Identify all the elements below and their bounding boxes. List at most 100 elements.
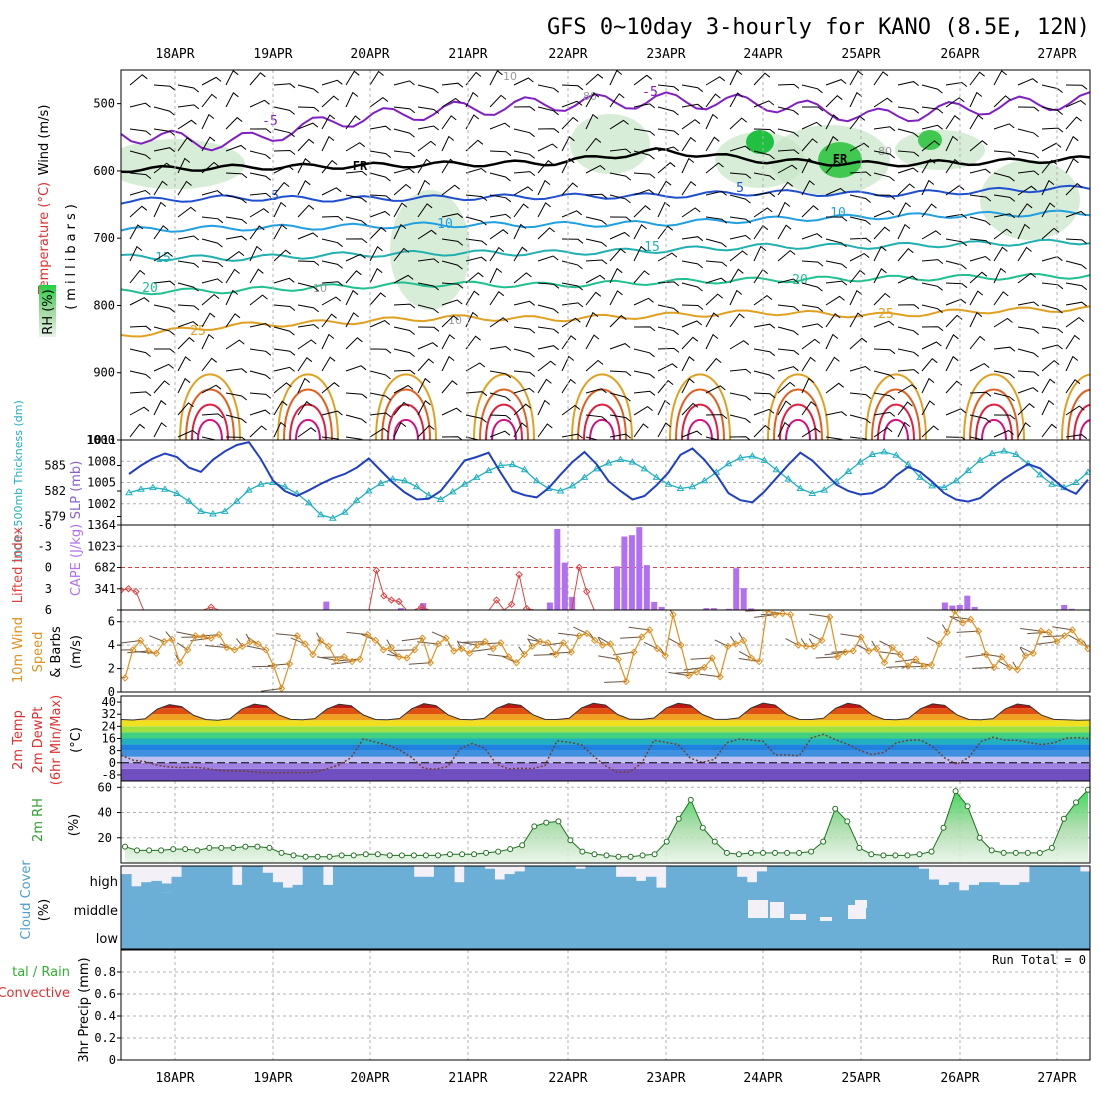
wind-barb: [609, 290, 623, 306]
wind-barb: [417, 125, 440, 131]
rh-shade-high: [746, 130, 774, 154]
lifted-point: [387, 596, 396, 604]
wind-barb: [633, 74, 653, 86]
wind-barb: [729, 194, 751, 204]
cloud-high-bar: [383, 866, 394, 893]
wind-barb: [249, 322, 271, 328]
wind10-point: [1060, 632, 1069, 640]
wind-barb: [681, 207, 701, 218]
wind-barb: [417, 140, 437, 152]
temp-band: [121, 750, 1090, 757]
wind-barb: [297, 427, 317, 438]
wind10-point: [1084, 644, 1090, 653]
wind-barb: [345, 365, 367, 372]
thickness-point: [1000, 447, 1008, 454]
wind10-axis: 0 2 4 6: [108, 615, 121, 699]
wind-barb: [393, 202, 408, 218]
thickness-point: [568, 481, 577, 489]
wind-label: Wind (m/s): [37, 105, 52, 176]
wind-barb: [897, 150, 920, 157]
wind10-point: [544, 639, 552, 647]
wind-barb: [993, 267, 1007, 284]
wind-barb: [201, 260, 224, 268]
wind-barb: [609, 370, 632, 377]
rh-shade: [390, 190, 470, 310]
thickness-point: [964, 466, 973, 474]
wind-barb: [921, 425, 939, 438]
cape-bar: [949, 605, 956, 610]
wind10-point: [841, 648, 850, 656]
temp-band-warm: [121, 708, 1090, 715]
wind-barb: [489, 267, 503, 284]
wind-barb: [729, 117, 748, 130]
wind10-barb: [1035, 641, 1057, 645]
wind-barb: [777, 278, 799, 284]
wind-barb: [489, 213, 512, 219]
wind10-barb: [121, 639, 141, 644]
wind-barb: [921, 400, 936, 416]
wind-barb: [297, 204, 315, 218]
rh2m-point: [808, 848, 815, 855]
cloud-high-bar: [262, 872, 273, 894]
wind-barb: [777, 149, 800, 155]
wind10-barb: [518, 646, 525, 655]
wind-barb: [249, 72, 266, 86]
wind-barb: [441, 115, 457, 130]
wind10-point: [191, 632, 200, 640]
rh2m-point: [278, 849, 285, 856]
wind-barb: [201, 413, 224, 419]
wind-barb: [393, 183, 412, 196]
wind-barb: [873, 245, 887, 262]
wind-barb: [465, 335, 481, 350]
wind-barb: [873, 97, 893, 108]
isotherm-label: 20: [142, 281, 158, 296]
tick-label: 500: [93, 97, 115, 111]
cloud-high-bar: [767, 866, 778, 893]
cloud-high-bar: [666, 866, 677, 893]
wind-barb: [777, 83, 800, 89]
thickness-point: [340, 508, 349, 515]
thickness-point: [280, 482, 289, 490]
wind10-point: [896, 650, 904, 659]
wind-barb: [441, 97, 461, 108]
wind-barb: [297, 282, 319, 292]
cape-bar: [614, 566, 620, 610]
wind-barb: [969, 290, 984, 306]
cloud-high-bar: [242, 866, 253, 893]
precip-axis-label: 3hr Precip (mm): [77, 957, 92, 1062]
thickness-point: [256, 480, 265, 487]
wind10-point: [771, 610, 779, 619]
wind-barb: [969, 114, 984, 130]
cloud-high-bar: [605, 866, 617, 893]
wind-barb: [201, 161, 220, 174]
date-label-top: 27APR: [1037, 47, 1076, 62]
wind-barb: [993, 123, 1015, 130]
wind-barb: [609, 414, 632, 422]
rh2m-point: [531, 823, 538, 830]
wind-barb: [657, 162, 676, 174]
wind-barb: [153, 422, 167, 438]
precip-tick: 0.6: [94, 987, 116, 1001]
cloud-high-bar: [645, 876, 657, 893]
thickness-point: [496, 461, 505, 468]
wind-barb: [465, 216, 487, 226]
wind-barb: [633, 128, 656, 136]
wind-barb: [129, 205, 148, 218]
temp2m-label-c: (6hr Min/Max): [49, 695, 64, 785]
wind-barb: [969, 271, 988, 284]
thickness-point: [1072, 478, 1080, 485]
wind10-barb: [808, 638, 815, 647]
rh2m-point: [350, 852, 357, 859]
wind-barb: [129, 224, 144, 240]
wind-barb: [969, 71, 985, 86]
cloud-mid-gap: [848, 905, 866, 919]
wind-barb: [393, 274, 414, 284]
cloud-high-bar: [494, 879, 506, 893]
temp-warm-bands: [121, 703, 1090, 727]
wind-barb: [729, 172, 752, 179]
wind-barb: [561, 136, 575, 152]
precip-tick: 0.2: [94, 1031, 116, 1045]
cape-bar: [643, 565, 650, 610]
wind10-point: [285, 660, 294, 668]
